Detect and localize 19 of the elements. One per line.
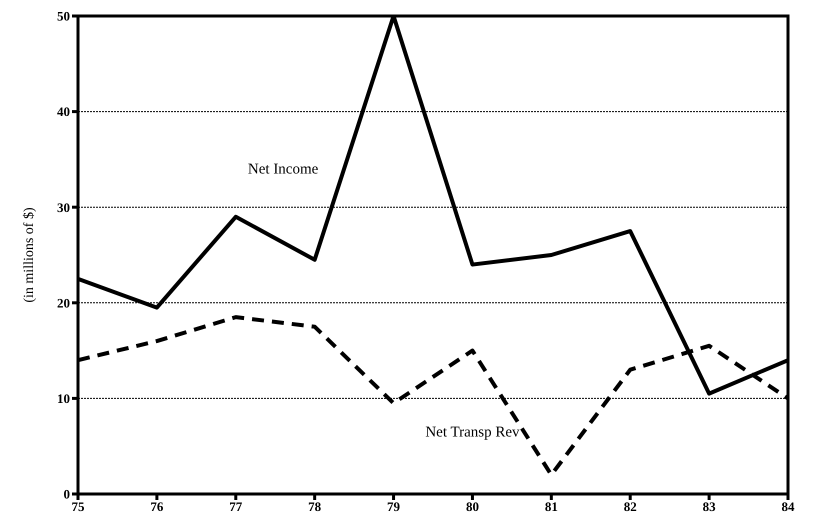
- series-label: Net Income: [248, 162, 319, 178]
- x-tick-label: 77: [229, 499, 243, 514]
- y-tick-label: 40: [57, 104, 70, 120]
- x-tick-label: 79: [387, 499, 401, 514]
- x-tick-label: 80: [466, 499, 479, 514]
- y-tick-label: 10: [57, 391, 70, 406]
- y-tick-label: 0: [64, 486, 70, 502]
- y-axis-title: (in millions of $): [22, 207, 37, 303]
- series-label: Net Transp Rev: [425, 424, 520, 441]
- x-tick-label: 75: [72, 499, 85, 514]
- x-tick-label: 78: [308, 499, 322, 514]
- x-tick-label: 81: [544, 499, 558, 514]
- x-tick-label: 76: [150, 499, 164, 514]
- y-tick-label: 50: [57, 8, 70, 24]
- x-tick-label: 83: [702, 499, 716, 514]
- x-tick-label: 84: [782, 499, 795, 514]
- x-tick-label: 82: [624, 499, 637, 514]
- y-tick-label: 30: [57, 200, 70, 215]
- y-tick-label: 20: [57, 295, 70, 310]
